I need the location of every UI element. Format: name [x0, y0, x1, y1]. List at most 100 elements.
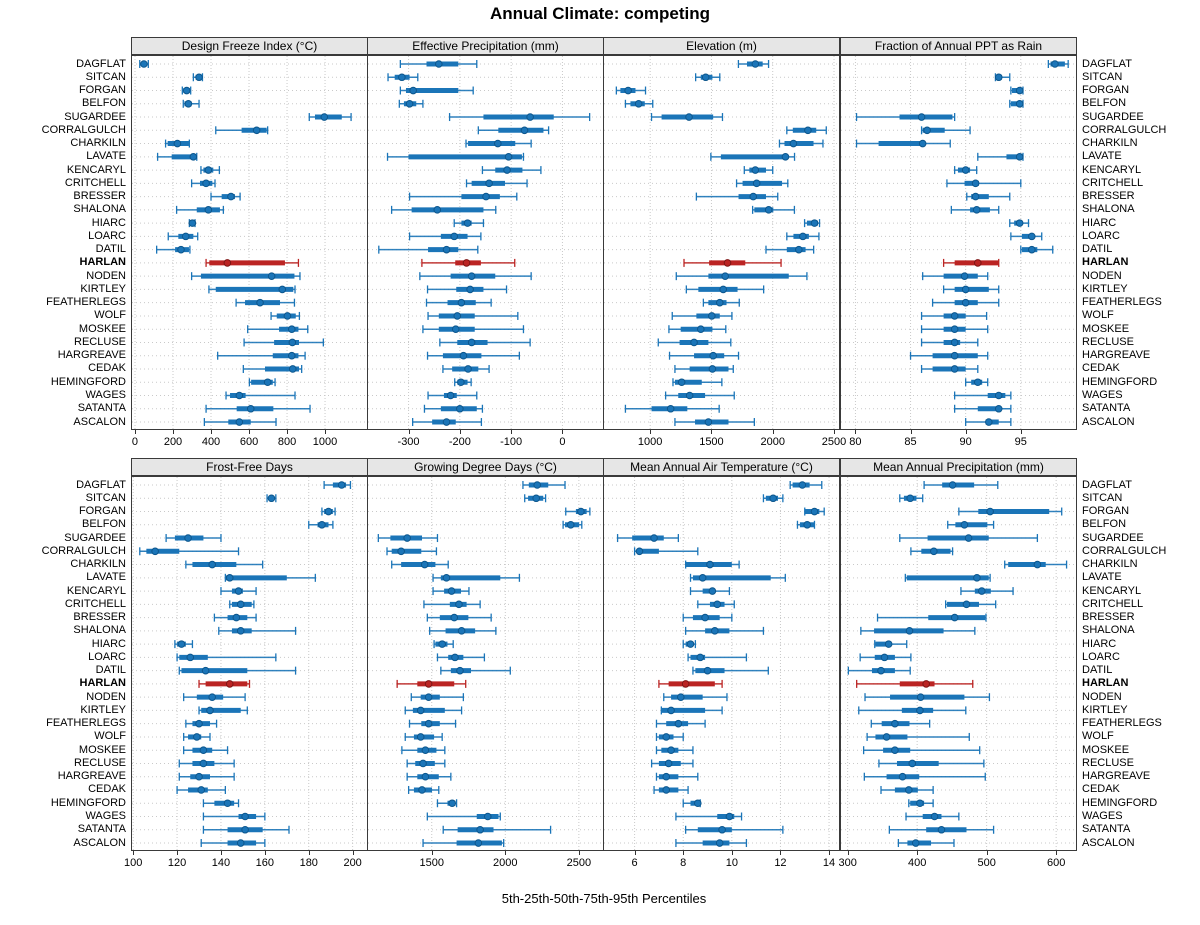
- panel-canvas-Growing Degree Days (°C): [367, 476, 604, 851]
- axis-tick-label: 1500: [419, 857, 444, 869]
- percentile-marker-WAGES: [225, 391, 296, 400]
- percentile-marker-SITCAN: [762, 494, 784, 503]
- percentile-marker-SITCAN: [899, 494, 924, 503]
- percentile-marker-SUGARDEE: [855, 113, 956, 122]
- percentile-marker-ASCALON: [674, 418, 755, 427]
- station-label-left-CHARKILN: CHARKILN: [70, 137, 126, 150]
- station-label-left-ASCALON: ASCALON: [73, 415, 126, 428]
- station-label-left-RECLUSE: RECLUSE: [74, 756, 126, 769]
- panel-strip-1-0: Effective Precipitation (mm): [367, 37, 604, 55]
- station-label-right-SITCAN: SITCAN: [1082, 70, 1123, 83]
- percentile-marker-KIRTLEY: [685, 285, 765, 294]
- percentile-marker-CEDAK: [242, 364, 303, 373]
- panel-canvas-Effective Precipitation (mm): [367, 55, 604, 430]
- station-label-left-CHARKILN: CHARKILN: [70, 558, 126, 571]
- percentile-marker-DAGFLAT: [1047, 60, 1069, 68]
- percentile-marker-HARGREAVE: [217, 351, 306, 360]
- percentile-marker-SITCAN: [524, 494, 547, 503]
- station-label-left-SITCAN: SITCAN: [85, 70, 126, 83]
- axis-tick: [772, 430, 774, 434]
- axis-tick: [325, 430, 327, 434]
- percentile-marker-BRESSER: [426, 613, 492, 622]
- station-label-left-LAVATE: LAVATE: [86, 571, 126, 584]
- percentile-marker-BELFON: [182, 99, 200, 108]
- percentile-marker-CHARKILN: [855, 139, 951, 148]
- percentile-marker-LAVATE: [386, 152, 525, 161]
- percentile-marker-FORGAN: [1010, 86, 1024, 95]
- percentile-marker-SUGARDEE: [448, 113, 591, 122]
- station-label-right-SUGARDEE: SUGARDEE: [1082, 531, 1144, 544]
- percentile-marker-CORRALGULCH: [139, 547, 240, 556]
- percentile-marker-SHALONA: [950, 205, 1000, 214]
- axis-tick: [308, 851, 310, 855]
- percentile-marker-WOLF: [671, 311, 733, 320]
- percentile-marker-BRESSER: [682, 613, 733, 622]
- percentile-marker-KIRTLEY: [198, 706, 248, 715]
- axis-tick-label: 160: [255, 857, 275, 869]
- percentile-marker-CRITCHELL: [735, 179, 789, 188]
- station-label-right-NODEN: NODEN: [1082, 690, 1122, 703]
- station-label-right-HARGREAVE: HARGREAVE: [1082, 770, 1151, 783]
- station-label-left-LOARC: LOARC: [88, 229, 126, 242]
- axis-tick: [134, 430, 136, 434]
- station-label-left-KENCARYL: KENCARYL: [66, 163, 126, 176]
- percentile-marker-CRITCHELL: [465, 179, 528, 188]
- percentile-marker-WOLF: [655, 732, 684, 741]
- axis-tick: [683, 851, 685, 855]
- axis-tick-label: 1000: [637, 436, 663, 448]
- percentile-marker-BRESSER: [213, 613, 257, 622]
- axis-tick: [731, 851, 733, 855]
- station-label-left-SUGARDEE: SUGARDEE: [64, 531, 126, 544]
- percentile-marker-LOARC: [859, 653, 912, 662]
- percentile-marker-RECLUSE: [439, 338, 531, 347]
- axis-tick-label: -200: [448, 436, 471, 448]
- axis-tick-label: 100: [124, 857, 143, 869]
- station-label-right-CHARKILN: CHARKILN: [1082, 137, 1138, 150]
- station-label-left-CORRALGULCH: CORRALGULCH: [41, 123, 126, 136]
- percentile-marker-LAVATE: [689, 573, 786, 582]
- percentile-marker-CORRALGULCH: [920, 126, 971, 135]
- percentile-marker-SUGARDEE: [650, 113, 724, 122]
- axis-tick: [211, 430, 212, 434]
- percentile-marker-DAGFLAT: [923, 481, 999, 489]
- percentile-marker-CEDAK: [653, 785, 689, 794]
- percentile-marker-KENCARYL: [960, 587, 1014, 596]
- axis-tick-label: 80: [849, 436, 862, 448]
- percentile-marker-LOARC: [408, 232, 482, 241]
- station-label-right-DAGFLAT: DAGFLAT: [1082, 57, 1132, 70]
- station-label-right-LOARC: LOARC: [1082, 229, 1120, 242]
- percentile-marker-BELFON: [796, 520, 816, 529]
- panel-border: [367, 55, 604, 430]
- axis-tick: [459, 430, 461, 434]
- percentile-marker-NODEN: [183, 693, 246, 702]
- axis-tick: [511, 430, 513, 434]
- percentile-marker-LAVATE: [224, 573, 316, 582]
- station-label-left-HEMINGFORD: HEMINGFORD: [50, 796, 126, 809]
- percentile-marker-HARGREAVE: [178, 772, 235, 781]
- percentile-marker-KENCARYL: [200, 166, 221, 175]
- percentile-marker-NODEN: [663, 693, 728, 702]
- percentile-marker-HEMINGFORD: [682, 799, 702, 808]
- percentile-marker-SUGARDEE: [308, 113, 352, 122]
- percentile-marker-RECLUSE: [406, 759, 446, 768]
- percentile-marker-DATIL: [692, 666, 769, 675]
- percentile-marker-BRESSER: [408, 192, 518, 201]
- percentile-marker-SUGARDEE: [165, 534, 222, 543]
- axis-tick: [711, 430, 713, 434]
- station-label-right-HIARC: HIARC: [1082, 216, 1117, 229]
- percentile-marker-CHARKILN: [185, 560, 264, 569]
- percentile-marker-LOARC: [786, 232, 820, 241]
- percentile-marker-DAGFLAT: [789, 481, 823, 489]
- percentile-marker-BRESSER: [695, 192, 779, 201]
- percentile-marker-HEMINGFORD: [672, 378, 723, 387]
- panel-canvas-Fraction of Annual PPT as Rain: [840, 55, 1077, 430]
- station-label-right-DAGFLAT: DAGFLAT: [1082, 478, 1132, 491]
- station-label-right-CRITCHELL: CRITCHELL: [1082, 597, 1144, 610]
- station-label-left-HEMINGFORD: HEMINGFORD: [50, 375, 126, 388]
- percentile-marker-LOARC: [176, 653, 277, 662]
- percentile-marker-SITCAN: [266, 494, 277, 503]
- percentile-marker-WOLF: [866, 732, 970, 741]
- axis-tick: [855, 430, 857, 434]
- axis-tick-label: 1000: [312, 436, 338, 448]
- percentile-marker-BELFON: [947, 520, 995, 529]
